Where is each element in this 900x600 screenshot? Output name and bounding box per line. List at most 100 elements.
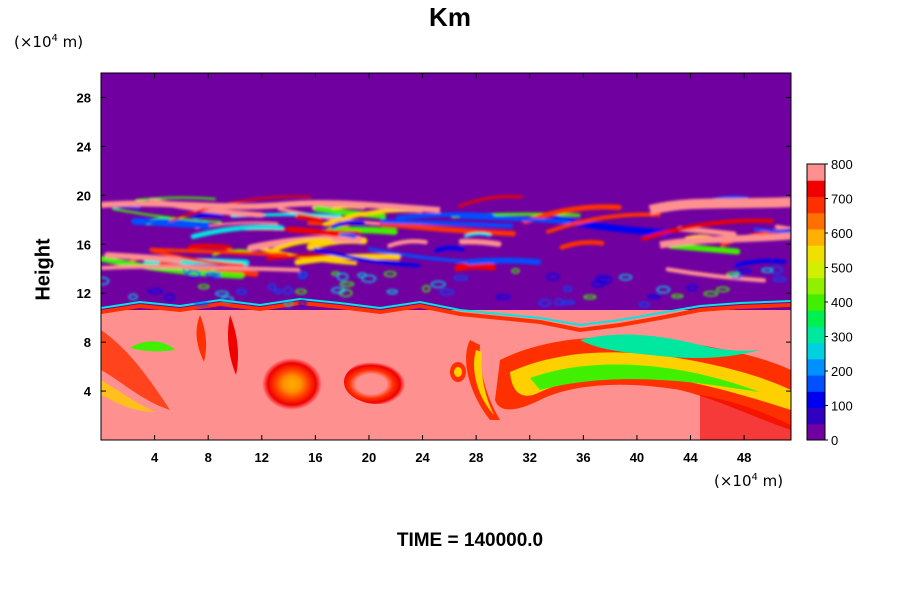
lower-boundary-edge [101,300,791,333]
x-tick-label: 8 [205,450,212,465]
streak [368,247,471,264]
colorbar-swatch [807,261,825,279]
streak-blob [267,283,277,291]
colorbar-tick-label: 600 [831,226,853,241]
streak-blob [619,273,633,281]
streak [193,212,224,219]
streak [465,257,542,265]
colorbar-swatch [807,245,825,262]
streak-blob [101,276,110,286]
streak [188,243,232,251]
x-unit-exp: 4 [751,472,758,483]
y-tick-label: 20 [77,188,91,203]
streak [380,219,514,228]
colorbar-tick-label: 200 [831,364,853,379]
streak-blob [656,285,671,294]
colorbar-swatch [807,326,825,344]
hook-feature-inner [474,350,494,415]
turbulent-streaks [101,195,791,308]
chart-title: Km [429,2,471,32]
streak-blob [339,281,355,287]
colorbar-swatch [807,407,825,425]
colorbar-tick-label: 300 [831,330,853,345]
region-upper-calm [101,73,791,203]
streak-blob [147,288,163,295]
colorbar-swatch [807,277,825,295]
streak-blob [772,276,787,283]
plot-frame [100,72,792,441]
streak [295,214,322,223]
colorbar-swatch [807,293,825,311]
streak-blob [562,286,573,293]
streak [104,252,182,263]
streak [169,195,312,222]
streak [458,238,502,247]
streak [149,247,289,257]
streak-blob [647,294,661,300]
y-axis-ticks: 4 8 12 16 20 24 28 [77,90,791,399]
streak [545,212,661,234]
streak-blob [686,284,698,292]
colorbar-swatch [807,358,825,376]
streak [131,217,210,230]
colorbar-swatch [807,310,825,327]
streak-blob [546,272,560,281]
colorbar-swatch [807,391,825,409]
streak-blob [215,290,229,297]
streak [150,248,245,268]
x-unit-base: (×10 [714,472,752,490]
x-tick-label: 12 [255,450,269,465]
streak [101,256,245,279]
streak-blob [186,270,201,279]
streak [434,245,465,253]
streak-blob [361,274,377,283]
streak-blob [336,272,349,281]
x-tick-label: 4 [151,450,159,465]
streak [458,195,524,208]
small-feature-green [130,341,175,352]
vortex-middle [344,360,412,404]
lower-boundary-fringe [101,297,791,327]
streak-blob [770,265,783,275]
x-tick-label: 40 [630,450,644,465]
y-tick-label: 12 [77,286,91,301]
y-unit-exp: 4 [51,33,58,44]
colorbar-tick-label: 0 [831,433,838,448]
y-tick-label: 28 [77,90,91,105]
streak [313,205,387,220]
streak [734,258,786,268]
streak-blob [716,286,730,293]
y-tick-label: 4 [84,384,92,399]
streak-blob [298,300,307,307]
y-tick-label: 16 [77,237,91,252]
plot-area [101,73,791,440]
colorbar-swatch [807,212,825,230]
x-tick-label: 36 [576,450,590,465]
streak [559,239,605,250]
streak [753,227,791,235]
streak-blob [583,294,597,300]
streak-blob [430,280,446,289]
streak-blob [495,294,511,300]
streak [212,249,251,257]
small-spike-2 [196,315,207,362]
streak-blob [283,286,293,295]
streak-blob [736,268,752,274]
small-spike-1 [228,315,238,375]
y-tick-label: 24 [77,139,92,154]
colorbar-swatch [807,342,825,360]
streak-blob [422,285,431,293]
streak-blob [297,271,308,279]
colorbar-swatch [807,164,825,181]
plume-left [101,330,170,410]
streak [387,239,428,248]
colorbar-swatch [807,228,825,246]
streak-blob [595,275,607,284]
streak [665,267,767,283]
streak-blob [236,288,247,295]
streak-blob [453,275,469,281]
streak [459,214,571,224]
colorbar-swatch [807,375,825,392]
small-blob-core [454,367,462,377]
